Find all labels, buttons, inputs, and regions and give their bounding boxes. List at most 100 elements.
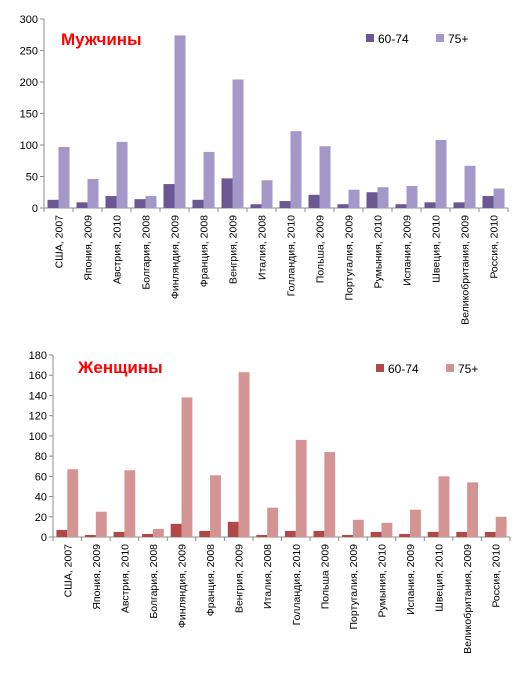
bar-75plus-11 <box>381 523 392 537</box>
bar-60-74-6 <box>221 178 232 208</box>
bar-60-74-7 <box>256 535 267 537</box>
bar-60-74-5 <box>192 200 203 208</box>
x-tick-label: США, 2007 <box>54 215 66 269</box>
bar-60-74-2 <box>105 196 116 208</box>
y-tick-label: 100 <box>29 431 47 443</box>
bar-75plus-7 <box>262 180 273 208</box>
bar-75plus-15 <box>496 517 507 537</box>
x-tick-label: Испания, 2009 <box>402 215 414 286</box>
bar-60-74-9 <box>313 531 324 537</box>
bar-75plus-3 <box>146 196 157 208</box>
bar-60-74-8 <box>279 201 290 208</box>
bar-75plus-13 <box>436 140 447 208</box>
x-tick-label: Болгария, 2008 <box>148 544 160 619</box>
x-tick-label: Великобритания, 2009 <box>460 215 472 325</box>
bar-75plus-0 <box>67 469 78 537</box>
bar-75plus-12 <box>407 186 418 208</box>
x-tick-label: Австрия, 2010 <box>112 215 124 284</box>
x-tick-label: Португалия, 2009 <box>344 215 356 301</box>
bar-75plus-8 <box>296 440 307 537</box>
x-tick-label: Швеция, 2010 <box>431 215 443 283</box>
y-tick-label: 100 <box>20 140 38 152</box>
bar-60-74-11 <box>366 192 377 208</box>
y-tick-label: 60 <box>35 471 47 483</box>
bar-60-74-3 <box>134 199 145 208</box>
bar-75plus-5 <box>204 152 215 208</box>
bar-75plus-3 <box>153 529 164 537</box>
x-tick-label: Польша 2009 <box>319 544 331 609</box>
x-tick-label: Франция, 2008 <box>205 544 217 616</box>
bar-60-74-13 <box>428 532 439 537</box>
bar-60-74-13 <box>424 202 435 208</box>
x-tick-label: Австрия, 2010 <box>119 544 131 613</box>
x-tick-label: Финляндия, 2009 <box>170 215 182 299</box>
y-tick-label: 200 <box>20 77 38 89</box>
chart-women: 0 20 40 60 80 100 120 140 160 180 США, 2007 Япония,… <box>0 332 516 677</box>
bar-60-74-0 <box>56 530 67 537</box>
bar-75plus-4 <box>182 397 193 537</box>
chart-title: Женщины <box>77 358 163 377</box>
bar-60-74-6 <box>228 522 239 537</box>
legend-label: 60-74 <box>388 362 419 376</box>
bar-75plus-13 <box>439 476 450 537</box>
bar-75plus-10 <box>349 190 360 208</box>
x-tick-label: Испания, 2009 <box>405 544 417 615</box>
bar-75plus-15 <box>494 188 505 208</box>
bar-75plus-6 <box>239 372 250 537</box>
bar-60-74-9 <box>308 195 319 208</box>
y-tick-label: 180 <box>29 350 47 362</box>
bar-75plus-7 <box>267 508 278 537</box>
x-tick-label: Португалия, 2009 <box>348 544 360 630</box>
x-tick-label: Великобритания, 2009 <box>462 544 474 654</box>
legend-swatch-1 <box>446 364 454 372</box>
bar-60-74-4 <box>171 524 182 537</box>
chart-men: 0 50 100 150 200 250 300 США, 2007 Япония, 2009 А… <box>0 0 516 325</box>
x-tick-label: Венгрия, 2009 <box>228 215 240 284</box>
legend-label: 75+ <box>458 362 478 376</box>
bar-75plus-12 <box>410 510 421 537</box>
legend-swatch-1 <box>436 34 444 42</box>
bar-75plus-4 <box>175 35 186 208</box>
bar-60-74-8 <box>285 531 296 537</box>
bar-60-74-4 <box>163 184 174 208</box>
x-tick-label: США, 2007 <box>62 544 74 598</box>
bar-75plus-2 <box>124 470 135 537</box>
bar-60-74-3 <box>142 534 153 537</box>
chart-title: Мужчины <box>61 30 142 49</box>
bar-60-74-1 <box>85 535 96 537</box>
y-tick-label: 40 <box>35 492 47 504</box>
x-tick-label: Россия, 2010 <box>489 215 501 279</box>
y-tick-label: 120 <box>29 411 47 423</box>
x-tick-label: Италия, 2008 <box>257 215 269 280</box>
bar-60-74-14 <box>456 532 467 537</box>
bar-75plus-1 <box>88 179 99 208</box>
bar-75plus-2 <box>117 142 128 208</box>
bar-60-74-15 <box>482 196 493 208</box>
x-tick-label: Италия, 2008 <box>262 544 274 609</box>
bar-75plus-11 <box>378 187 389 208</box>
y-tick-label: 20 <box>35 512 47 524</box>
x-tick-label: Франция, 2008 <box>199 215 211 287</box>
bar-60-74-15 <box>485 532 496 537</box>
bar-60-74-12 <box>395 204 406 208</box>
bar-75plus-6 <box>233 79 244 208</box>
bar-60-74-1 <box>76 202 87 208</box>
x-tick-label: Япония, 2009 <box>91 544 103 610</box>
bar-60-74-12 <box>399 534 410 537</box>
y-tick-label: 80 <box>35 451 47 463</box>
y-tick-label: 0 <box>41 532 47 544</box>
bar-75plus-0 <box>59 147 70 208</box>
legend-swatch-0 <box>366 34 374 42</box>
x-tick-label: Румыния, 2010 <box>373 215 385 289</box>
y-tick-label: 0 <box>32 203 38 215</box>
y-tick-label: 160 <box>29 370 47 382</box>
bar-60-74-10 <box>342 535 353 537</box>
bar-75plus-8 <box>291 131 302 208</box>
legend-label: 60-74 <box>378 32 409 46</box>
bar-75plus-9 <box>324 452 335 537</box>
bar-60-74-7 <box>250 204 261 208</box>
x-tick-label: Румыния, 2010 <box>376 544 388 618</box>
x-tick-label: Япония, 2009 <box>83 215 95 281</box>
bar-75plus-9 <box>320 146 331 208</box>
